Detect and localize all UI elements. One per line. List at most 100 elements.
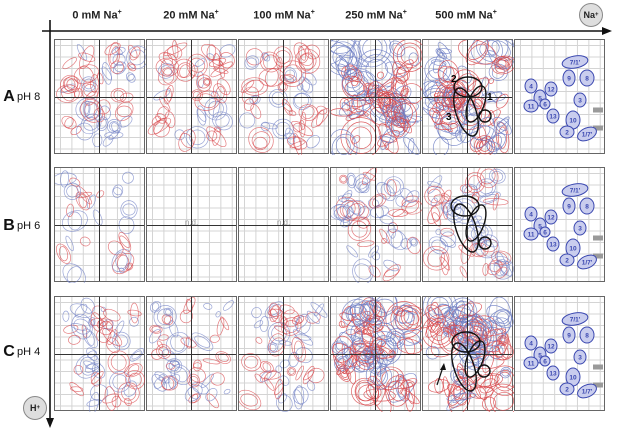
negative-contour [118,267,125,274]
negative-contour [114,47,123,56]
positive-contour [124,363,143,378]
positive-contour [388,380,407,402]
negative-contour [428,236,449,255]
positive-contour [253,136,268,151]
positive-contour [482,263,489,276]
positive-contour [58,246,69,262]
positive-contour [297,45,310,64]
positive-contour [427,249,445,268]
negative-contour [249,95,261,105]
negative-contour [486,133,506,153]
subunit-blob [577,254,597,270]
negative-contour [346,172,357,189]
subunit-label: 1/7' [582,389,593,396]
positive-contour [427,379,450,393]
positive-contour [338,366,350,380]
positive-contour [244,355,259,369]
positive-contour [336,364,352,382]
negative-contour [427,181,443,189]
positive-contour [105,337,121,354]
positive-contour [203,77,212,86]
row-ph: pH 4 [17,346,41,358]
not-determined-label: n.d. [184,218,199,227]
positive-contour [428,317,443,337]
negative-contour [368,331,402,365]
subunit-blob [559,253,575,267]
map-panel [146,296,237,411]
subunit-model: 7/1' 9 8 4 12 56 3 11 13 102 1/7' [523,55,603,142]
positive-contour [63,324,79,334]
negative-contour [492,116,512,136]
positive-contour [156,344,172,359]
negative-contour [154,371,171,384]
subunit-blob [579,69,595,87]
subunit-label: 2 [565,258,569,265]
subunit-blob [539,98,551,110]
positive-contour [385,375,410,407]
negative-contour [268,89,288,108]
positive-contour [345,103,372,121]
negative-contour [347,304,369,325]
subunit-blob [544,81,558,97]
positive-contour [61,115,77,130]
positive-contour [127,309,142,317]
positive-contour [492,192,499,211]
positive-contour [330,108,353,117]
negative-contour [452,300,475,323]
negative-contour [86,399,102,407]
positive-contour [339,98,351,112]
row-letter: A [3,88,15,105]
positive-contour [430,320,441,334]
negative-contour [170,334,185,352]
positive-contour [81,324,88,338]
map-panel [146,39,237,154]
negative-contour [347,175,355,186]
positive-contour [255,337,263,344]
negative-contour [294,313,309,329]
positive-contour [191,393,199,403]
positive-contour [458,244,475,257]
positive-contour [66,203,75,218]
positive-contour [425,316,446,338]
positive-contour [497,126,508,149]
positive-contour [273,46,293,68]
row-letter: B [3,217,15,234]
positive-contour [90,372,102,387]
positive-contour [307,367,325,384]
negative-contour [65,235,74,252]
subunit-label: 11 [528,361,535,368]
negative-contour [496,311,510,325]
positive-contour [482,396,496,411]
positive-contour [395,103,413,124]
negative-contour [388,372,417,403]
negative-contour [239,112,256,129]
negative-contour [335,56,351,81]
positive-contour [344,80,365,97]
negative-contour [253,320,264,329]
positive-contour [465,38,489,66]
positive-contour [78,52,96,62]
subunit-blob [577,126,597,142]
positive-contour [427,188,442,204]
negative-contour [344,306,362,316]
negative-contour [339,332,354,348]
positive-contour [96,328,112,343]
negative-contour [338,54,370,67]
positive-contour [291,336,306,363]
positive-contour [176,62,193,79]
map-panel [329,167,424,285]
subunit-blob [523,227,539,241]
negative-contour [350,304,357,317]
negative-contour [203,303,213,310]
positive-contour [445,328,459,338]
positive-contour [68,334,81,345]
subunit-blob [523,99,539,113]
positive-contour [251,131,271,149]
negative-contour [437,42,452,60]
positive-contour [248,127,274,153]
positive-contour [486,340,514,361]
negative-contour [383,259,399,272]
negative-contour [246,57,258,68]
negative-contour [75,122,94,141]
negative-contour [378,135,394,143]
